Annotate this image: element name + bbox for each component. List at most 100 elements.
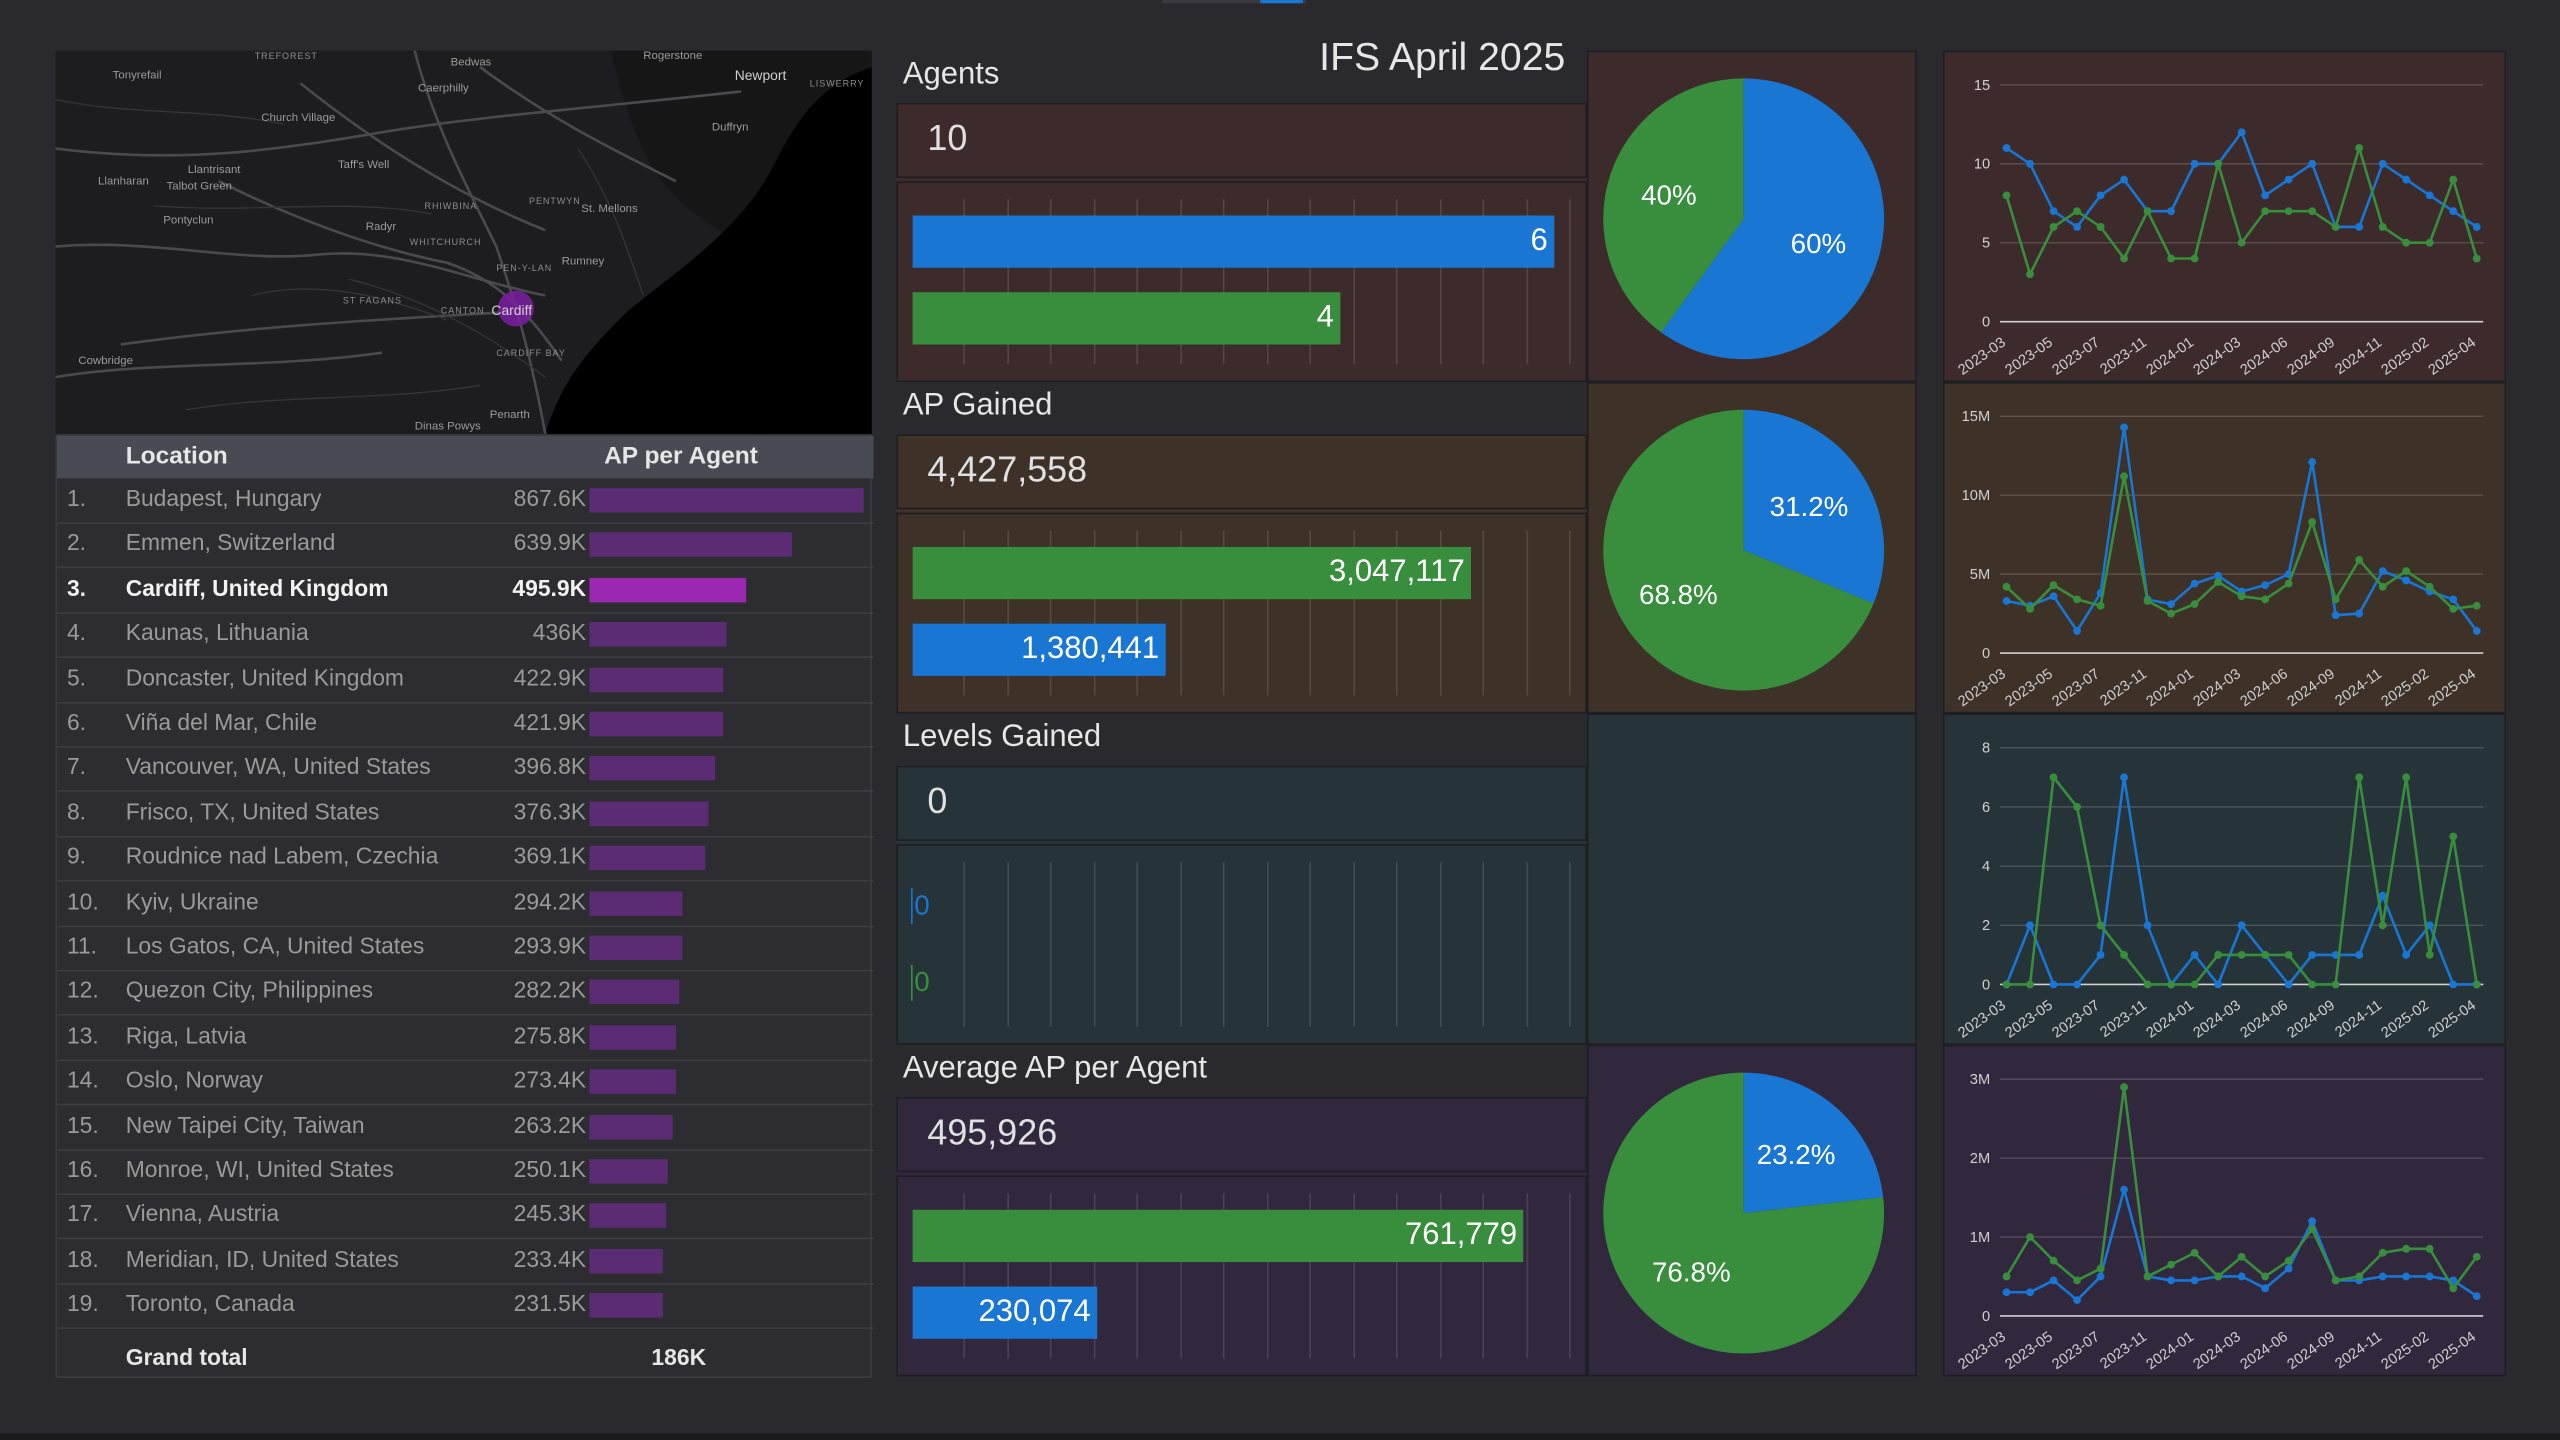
table-row[interactable]: 9. Roudnice nad Labem, Czechia 369.1K	[57, 836, 874, 882]
series-point[interactable]	[2378, 223, 2387, 231]
series-point[interactable]	[2214, 1272, 2223, 1281]
series-point[interactable]	[2073, 223, 2081, 231]
series-point[interactable]	[2425, 1272, 2434, 1281]
series-point[interactable]	[2026, 980, 2034, 989]
series-point[interactable]	[2096, 1272, 2105, 1281]
series-point[interactable]	[2073, 595, 2081, 604]
series-point[interactable]	[2472, 1252, 2481, 1261]
series-point[interactable]	[2378, 1272, 2387, 1281]
series-point[interactable]	[2472, 1292, 2481, 1301]
table-row[interactable]: 18. Meridian, ID, United States 233.4K	[57, 1239, 874, 1285]
pie-slice[interactable]	[1743, 409, 1885, 604]
table-row[interactable]: 5. Doncaster, United Kingdom 422.9K	[57, 657, 874, 704]
series-point[interactable]	[2284, 1256, 2293, 1265]
table-row[interactable]: 8. Frisco, TX, United States 376.3K	[57, 792, 874, 838]
series-point[interactable]	[2378, 921, 2387, 930]
line-chart-svg[interactable]: 0510152023-032023-052023-072023-112024-0…	[1944, 52, 2507, 383]
series-point[interactable]	[2120, 773, 2128, 782]
series-point[interactable]	[2261, 1284, 2270, 1293]
table-row[interactable]: 7. Vancouver, WA, United States 396.8K	[57, 747, 874, 793]
section-bar-chart[interactable]: 761,779 230,074	[896, 1175, 1587, 1377]
trend-line-chart[interactable]: 0 5M 10M 15M 2023-03 2023-05 2023-07 2023-11 202…	[1942, 382, 2507, 714]
series-point[interactable]	[2355, 1272, 2364, 1281]
series-point[interactable]	[2120, 254, 2128, 263]
series-point[interactable]	[2402, 175, 2411, 184]
series-point[interactable]	[2261, 581, 2270, 590]
series-point[interactable]	[2190, 254, 2199, 263]
series-point[interactable]	[2402, 1244, 2411, 1253]
series-point[interactable]	[2472, 601, 2481, 610]
pie-chart[interactable]: 23.2% 76.8%	[1589, 1047, 1919, 1378]
pie-chart[interactable]: 31.2% 68.8%	[1589, 384, 1919, 715]
series-point[interactable]	[2143, 1272, 2152, 1281]
series-point[interactable]	[2190, 159, 2199, 168]
pie-chart[interactable]: 60% 40%	[1589, 52, 1919, 383]
trend-line-chart[interactable]: 0 1M 2M 3M 2023-03 2023-05 2023-07 2023-11 2024-…	[1942, 1044, 2507, 1378]
series-point[interactable]	[2214, 571, 2223, 580]
page-indicator-active[interactable]	[1260, 0, 1303, 4]
section-pie-panel[interactable]: 60% 40%	[1586, 50, 1919, 383]
table-row[interactable]: 17. Vienna, Austria 245.3K	[57, 1194, 874, 1240]
series-point[interactable]	[2143, 597, 2152, 605]
series-point[interactable]	[2378, 891, 2387, 900]
series-point[interactable]	[2096, 191, 2105, 200]
series-point[interactable]	[2308, 159, 2317, 168]
series-point[interactable]	[2143, 921, 2152, 930]
series-point[interactable]	[2449, 175, 2458, 184]
series-point[interactable]	[2049, 207, 2058, 216]
series-point[interactable]	[2026, 921, 2034, 930]
series-point[interactable]	[2261, 207, 2270, 216]
series-point[interactable]	[2284, 1264, 2293, 1273]
series-point[interactable]	[2237, 128, 2246, 137]
series-point[interactable]	[2284, 950, 2293, 959]
table-row[interactable]: 3. Cardiff, United Kingdom 495.9K	[57, 568, 874, 614]
series-point[interactable]	[2308, 1217, 2317, 1226]
series-point[interactable]	[2214, 950, 2223, 959]
series-point[interactable]	[2120, 1083, 2128, 1091]
metric-bar[interactable]: 4	[912, 292, 1341, 345]
series-point[interactable]	[2378, 582, 2387, 591]
series-point[interactable]	[2355, 144, 2364, 152]
series-point[interactable]	[2120, 423, 2128, 432]
series-point[interactable]	[2261, 950, 2270, 959]
series-point[interactable]	[2026, 1288, 2034, 1297]
series-point[interactable]	[2167, 207, 2176, 216]
series-point[interactable]	[2425, 191, 2434, 200]
series-point[interactable]	[2096, 223, 2105, 231]
table-row[interactable]: 6. Viña del Mar, Chile 421.9K	[57, 702, 874, 748]
series-point[interactable]	[2167, 609, 2176, 618]
location-map[interactable]: TREFOREST Bedwas Rogerstone Newport Tony…	[55, 50, 872, 435]
table-row[interactable]: 14. Oslo, Norway 273.4K	[57, 1060, 874, 1106]
table-row[interactable]: 2. Emmen, Switzerland 639.9K	[57, 523, 874, 569]
series-point[interactable]	[2049, 592, 2058, 601]
series-point[interactable]	[2143, 207, 2152, 216]
page-indicator[interactable]	[1162, 0, 1307, 4]
metric-bar[interactable]: 3,047,117	[912, 546, 1472, 600]
series-point[interactable]	[2002, 191, 2011, 200]
series-point[interactable]	[2284, 175, 2293, 184]
series-point[interactable]	[2167, 1276, 2176, 1285]
series-point[interactable]	[2449, 595, 2458, 604]
line-chart-svg[interactable]: 01M2M3M2023-032023-052023-072023-112024-…	[1944, 1047, 2507, 1378]
series-point[interactable]	[2331, 595, 2340, 604]
series-point[interactable]	[2425, 238, 2434, 247]
series-point[interactable]	[2378, 567, 2387, 575]
series-point[interactable]	[2378, 159, 2387, 168]
section-pie-panel[interactable]: 23.2% 76.8%	[1586, 1044, 1919, 1378]
series-point[interactable]	[2190, 980, 2199, 989]
series-point[interactable]	[2026, 159, 2034, 168]
series-point[interactable]	[2143, 980, 2152, 989]
series-point[interactable]	[2214, 578, 2223, 586]
series-point[interactable]	[2096, 601, 2105, 610]
series-point[interactable]	[2261, 595, 2270, 604]
series-point[interactable]	[2190, 950, 2199, 959]
series-point[interactable]	[2096, 921, 2105, 930]
series-point[interactable]	[2261, 191, 2270, 200]
series-point[interactable]	[2449, 1276, 2458, 1285]
trend-line-chart[interactable]: 0 2 4 6 8 2023-03 2023-05 2023-07 2023-11 2024-01…	[1942, 713, 2507, 1045]
table-row[interactable]: 11. Los Gatos, CA, United States 293.9K	[57, 926, 874, 972]
series-point[interactable]	[2355, 556, 2364, 564]
series-point[interactable]	[2190, 1248, 2199, 1257]
pie-slice[interactable]	[1603, 78, 1744, 333]
series-point[interactable]	[2026, 604, 2034, 613]
